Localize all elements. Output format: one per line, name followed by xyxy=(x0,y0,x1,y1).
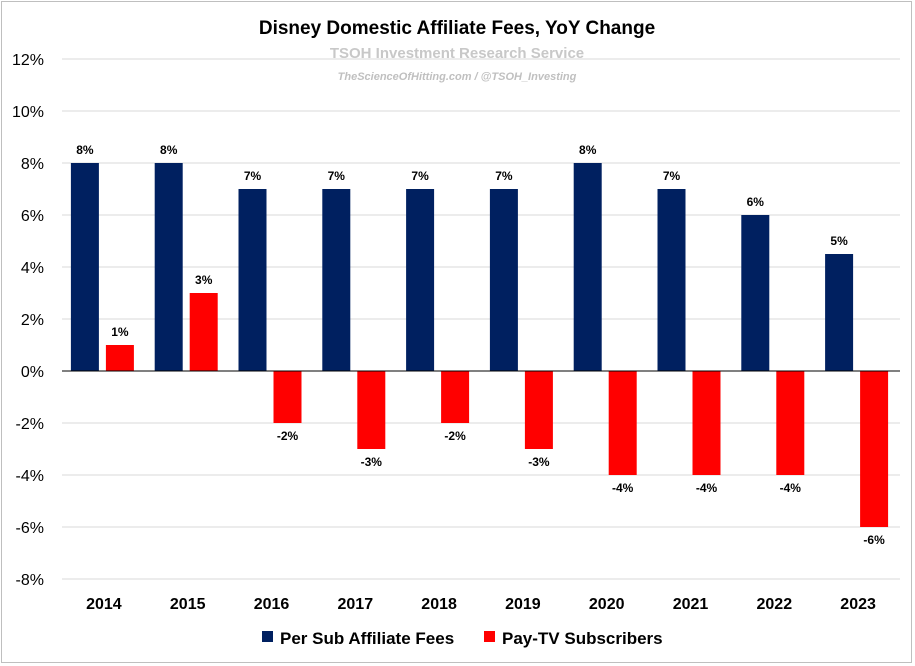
fee-bar xyxy=(238,189,267,371)
subscriber-bar xyxy=(441,371,470,423)
fee-bar xyxy=(573,163,602,371)
fee-bar xyxy=(489,189,518,371)
data-label: -6% xyxy=(863,533,885,547)
data-labels: 8% 1% 8% 3% 7% -2% 7% -3% 7% -2% 7% -3% 8% -4% 7% -4% 6%… xyxy=(76,143,885,547)
fee-bar xyxy=(406,189,435,371)
subscriber-bar xyxy=(524,371,553,449)
y-tick-label: 2% xyxy=(21,312,44,329)
chart-subtitle: TSOH Investment Research Service xyxy=(330,45,584,62)
fee-bar xyxy=(825,254,854,371)
data-label: 3% xyxy=(195,273,213,287)
subscriber-bar xyxy=(692,371,721,475)
x-tick-label: 2019 xyxy=(505,596,541,613)
data-label: -2% xyxy=(444,429,466,443)
y-axis: 12% 10% 8% 6% 4% 2% 0% -2% -4% -6% -8% xyxy=(12,52,44,589)
subscriber-bar xyxy=(776,371,805,475)
x-axis: 2014 2015 2016 2017 2018 2019 2020 2021 2022 2023 xyxy=(86,596,876,613)
gridlines xyxy=(62,58,900,580)
data-label: 7% xyxy=(244,169,262,183)
data-label: 5% xyxy=(830,234,848,248)
data-label: -3% xyxy=(361,455,383,469)
y-tick-label: -6% xyxy=(16,520,44,537)
x-tick-label: 2020 xyxy=(589,596,625,613)
fee-bar xyxy=(657,189,686,371)
x-tick-label: 2022 xyxy=(757,596,793,613)
data-label: 7% xyxy=(411,169,429,183)
y-tick-label: -2% xyxy=(16,416,44,433)
y-tick-label: 10% xyxy=(12,104,44,121)
data-label: 8% xyxy=(579,143,597,157)
x-tick-label: 2021 xyxy=(673,596,709,613)
data-label: -4% xyxy=(696,481,718,495)
data-label: 8% xyxy=(76,143,94,157)
y-tick-label: 12% xyxy=(12,52,44,69)
subscriber-bar xyxy=(189,293,218,371)
data-label: -2% xyxy=(277,429,299,443)
y-tick-label: 6% xyxy=(21,208,44,225)
data-label: 7% xyxy=(328,169,346,183)
y-tick-label: -8% xyxy=(16,572,44,589)
x-tick-label: 2023 xyxy=(840,596,876,613)
legend-swatch xyxy=(484,631,495,642)
data-label: 8% xyxy=(160,143,178,157)
data-label: -3% xyxy=(528,455,550,469)
chart-title: Disney Domestic Affiliate Fees, YoY Chan… xyxy=(259,18,655,39)
subscriber-bar xyxy=(357,371,386,449)
fee-bar xyxy=(154,163,183,371)
x-tick-label: 2015 xyxy=(170,596,206,613)
fee-bar xyxy=(322,189,351,371)
legend-label: Per Sub Affiliate Fees xyxy=(280,629,454,648)
legend-swatch xyxy=(262,631,273,642)
legend: Per Sub Affiliate Fees Pay-TV Subscribers xyxy=(262,629,663,648)
fee-bar xyxy=(70,163,99,371)
x-tick-label: 2018 xyxy=(421,596,457,613)
fee-bar xyxy=(741,215,770,371)
data-label: 7% xyxy=(495,169,513,183)
subscriber-bar xyxy=(273,371,302,423)
data-label: -4% xyxy=(780,481,802,495)
data-label: 6% xyxy=(747,195,765,209)
data-label: -4% xyxy=(612,481,634,495)
x-tick-label: 2017 xyxy=(338,596,374,613)
x-tick-label: 2016 xyxy=(254,596,290,613)
legend-label: Pay-TV Subscribers xyxy=(502,629,663,648)
subscriber-bar xyxy=(105,345,134,371)
chart-credit: TheScienceOfHitting.com / @TSOH_Investin… xyxy=(338,71,577,83)
subscriber-bar xyxy=(608,371,637,475)
data-label: 7% xyxy=(663,169,681,183)
x-tick-label: 2014 xyxy=(86,596,122,613)
y-tick-label: -4% xyxy=(16,468,44,485)
data-label: 1% xyxy=(111,325,129,339)
y-tick-label: 0% xyxy=(21,364,44,381)
y-tick-label: 4% xyxy=(21,260,44,277)
y-tick-label: 8% xyxy=(21,156,44,173)
subscriber-bar xyxy=(860,371,889,527)
bars xyxy=(70,163,889,527)
